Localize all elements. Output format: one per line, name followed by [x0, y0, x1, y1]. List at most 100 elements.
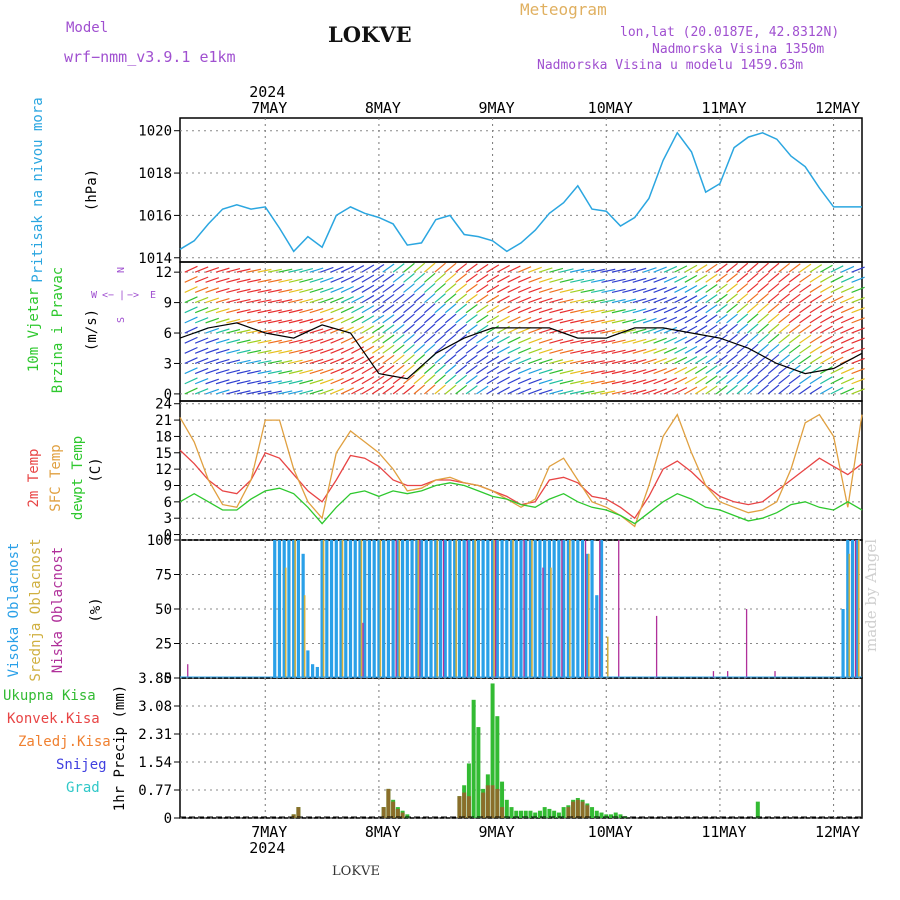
- wind-barb: [392, 263, 405, 273]
- x-tick-label-top: 10MAY: [588, 99, 633, 117]
- wind-barb: [247, 370, 262, 375]
- cloud-bar: [584, 540, 587, 678]
- y-tick-label: 1.54: [138, 755, 172, 771]
- cloud-axis-title-mid: Srednja Oblacnost: [28, 538, 44, 681]
- wind-barb: [767, 262, 780, 273]
- wind-barb: [799, 385, 812, 395]
- wind-barb: [643, 348, 657, 354]
- wind-barb: [715, 364, 728, 375]
- wind-barb: [455, 283, 468, 293]
- cloud-bar: [377, 540, 381, 678]
- wind-barb: [299, 338, 314, 344]
- wind-barb: [403, 303, 415, 314]
- precip-legend-4: Grad: [66, 780, 100, 796]
- wind-barb: [486, 365, 500, 375]
- wind-barb: [559, 369, 574, 375]
- cloud-bar: [363, 540, 367, 678]
- wind-barb: [382, 334, 395, 344]
- wind-barb: [705, 334, 718, 344]
- wind-barb: [340, 265, 354, 273]
- wind-barb: [444, 262, 457, 273]
- wind-barb: [674, 336, 688, 344]
- wind-barb: [497, 275, 510, 283]
- wind-barb: [382, 273, 395, 283]
- precip-axis-unit: 1hr Precip (mm): [112, 685, 128, 811]
- wind-barb: [257, 339, 272, 344]
- wind-barb: [611, 339, 626, 344]
- wind-barb: [497, 315, 510, 324]
- cloud-bar: [287, 540, 291, 678]
- precip-bar: [504, 799, 509, 818]
- wind-barb: [538, 358, 553, 365]
- wind-barb: [403, 374, 415, 385]
- wind-barb: [632, 338, 647, 344]
- wind-barb: [736, 313, 749, 324]
- wind-barb: [559, 288, 574, 294]
- cloud-axis-title-low: Niska Oblacnost: [50, 547, 66, 673]
- y-tick-label: 2.31: [138, 727, 172, 743]
- wind-barb: [653, 368, 667, 375]
- wind-barb: [444, 272, 457, 283]
- cloud-bar: [301, 553, 305, 678]
- wind-barb: [778, 293, 790, 304]
- wind-barb: [799, 324, 812, 334]
- wind-barb: [757, 313, 769, 324]
- wind-barb: [403, 262, 415, 273]
- wind-barb: [830, 295, 844, 304]
- wind-barb: [382, 304, 395, 314]
- wind-barb: [278, 339, 293, 344]
- wind-barb: [330, 367, 344, 375]
- wind-barb: [601, 359, 616, 365]
- wind-barb: [351, 295, 365, 304]
- cloud-bar: [294, 540, 296, 678]
- x-tick-label-bottom: 8MAY: [365, 823, 401, 841]
- wind-barb: [778, 313, 790, 324]
- wind-barb: [528, 276, 542, 283]
- wind-barb: [194, 367, 209, 375]
- cloud-bar: [467, 540, 471, 678]
- wind-barb: [705, 294, 718, 304]
- wind-barb: [413, 313, 426, 324]
- y-tick-label: 6: [164, 495, 172, 511]
- cloud-bar: [315, 666, 319, 678]
- cloud-bar: [855, 540, 859, 678]
- wind-barb: [632, 277, 647, 283]
- cloud-bar: [353, 540, 357, 678]
- cloud-bar: [543, 540, 547, 678]
- cloud-bar: [519, 540, 523, 678]
- wind-barb: [413, 262, 426, 273]
- cloud-bar: [348, 540, 353, 678]
- wind-barb: [382, 324, 395, 334]
- y-tick-label: 1018: [138, 166, 172, 182]
- wind-barb: [507, 275, 521, 283]
- cloud-bar: [562, 540, 566, 678]
- precip-bar: [391, 801, 396, 818]
- wind-barb: [757, 293, 769, 304]
- model-name: wrf−nmm_v3.9.1 e1km: [64, 48, 236, 66]
- wind-barb: [361, 294, 375, 304]
- wind-barb: [340, 356, 354, 365]
- wind-barb: [632, 358, 647, 365]
- cloud-bar: [436, 540, 439, 678]
- wind-barb: [820, 376, 833, 385]
- wind-barb: [736, 354, 749, 364]
- wind-barb: [840, 377, 855, 385]
- wind-barb: [736, 343, 749, 354]
- x-tick-label-top: 7MAY: [251, 99, 287, 117]
- wind-barb: [549, 288, 564, 294]
- wind-barb: [757, 384, 769, 395]
- model-label: Model: [66, 20, 109, 36]
- wind-barb: [403, 384, 415, 395]
- wind-barb: [684, 295, 698, 304]
- wind-barb: [434, 364, 446, 375]
- wind-barb: [476, 314, 489, 324]
- cloud-bar: [500, 540, 504, 678]
- wind-barb: [580, 390, 595, 395]
- wind-barb: [455, 273, 468, 283]
- wind-barb: [288, 359, 303, 365]
- wind-barb: [257, 349, 272, 354]
- wind-barb: [330, 306, 344, 314]
- wind-barb: [653, 307, 667, 314]
- wind-barb: [840, 326, 855, 334]
- wind-barb: [392, 273, 405, 283]
